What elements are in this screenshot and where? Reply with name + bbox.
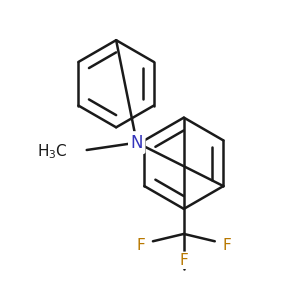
Text: F: F <box>222 238 231 253</box>
Text: F: F <box>179 253 188 268</box>
Text: F: F <box>137 238 146 253</box>
Text: H$_3$C: H$_3$C <box>37 142 68 161</box>
Text: N: N <box>130 134 143 152</box>
